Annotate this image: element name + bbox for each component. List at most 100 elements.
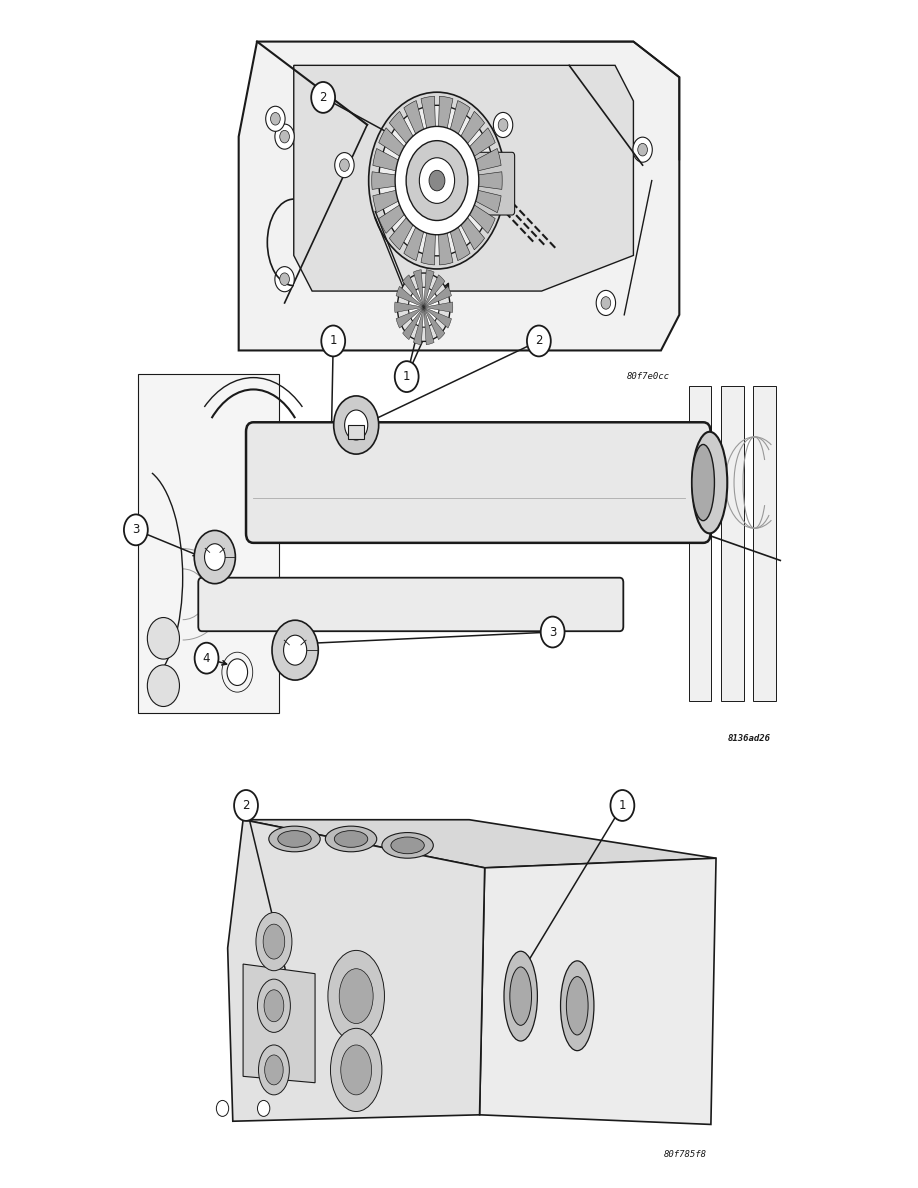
Wedge shape [373,181,437,213]
Wedge shape [372,172,437,189]
Ellipse shape [340,968,373,1024]
Text: 1: 1 [403,371,410,383]
Ellipse shape [257,979,290,1032]
Circle shape [334,396,379,454]
Ellipse shape [264,1055,283,1085]
Wedge shape [396,308,424,328]
Ellipse shape [504,952,537,1041]
Wedge shape [437,148,501,181]
Circle shape [638,144,647,156]
Wedge shape [379,128,437,181]
Wedge shape [424,308,445,340]
Circle shape [280,131,289,143]
Wedge shape [404,181,437,260]
Ellipse shape [561,961,594,1050]
Ellipse shape [264,990,284,1022]
Ellipse shape [509,967,532,1025]
Wedge shape [437,101,470,181]
Wedge shape [421,96,437,181]
Text: 2: 2 [319,91,327,103]
Ellipse shape [341,1045,372,1095]
Circle shape [397,273,450,341]
Wedge shape [421,181,437,265]
Ellipse shape [334,830,368,847]
Wedge shape [437,96,453,181]
FancyBboxPatch shape [721,386,744,701]
Wedge shape [404,101,437,181]
FancyBboxPatch shape [469,152,515,215]
FancyBboxPatch shape [246,422,711,543]
Circle shape [335,152,354,178]
Polygon shape [243,820,716,867]
Circle shape [541,617,565,647]
FancyBboxPatch shape [239,42,679,350]
Ellipse shape [325,826,376,852]
Text: 4: 4 [203,652,210,664]
Circle shape [610,790,634,821]
Circle shape [395,126,479,235]
Ellipse shape [328,950,385,1042]
Circle shape [257,1100,270,1117]
Circle shape [147,665,180,707]
Circle shape [205,544,225,570]
Circle shape [406,140,468,221]
Wedge shape [437,181,485,249]
Wedge shape [396,286,424,308]
Wedge shape [424,302,453,312]
Ellipse shape [382,833,433,858]
Wedge shape [389,181,437,249]
Circle shape [265,106,285,132]
Wedge shape [437,181,470,260]
Ellipse shape [278,830,311,847]
Text: 1: 1 [619,800,626,811]
Wedge shape [403,308,424,340]
Wedge shape [424,274,445,308]
Circle shape [498,119,508,131]
Ellipse shape [256,912,292,971]
Circle shape [633,137,653,163]
Ellipse shape [269,826,320,852]
Wedge shape [437,172,502,189]
Circle shape [234,790,258,821]
Ellipse shape [391,838,424,854]
Circle shape [596,290,616,316]
Wedge shape [437,181,495,233]
Circle shape [395,361,419,392]
FancyBboxPatch shape [753,386,776,701]
Wedge shape [437,181,453,265]
Circle shape [420,158,454,203]
Circle shape [271,113,280,125]
Circle shape [217,1100,229,1117]
Text: 80f785f8: 80f785f8 [664,1150,707,1159]
Polygon shape [479,858,716,1124]
Polygon shape [239,42,679,350]
Circle shape [409,287,439,327]
Wedge shape [424,286,452,308]
Text: 3: 3 [132,524,140,536]
Circle shape [379,106,495,255]
FancyBboxPatch shape [688,386,711,701]
Wedge shape [424,308,434,345]
Wedge shape [424,308,452,328]
Circle shape [272,620,319,680]
Polygon shape [228,820,485,1121]
Wedge shape [437,112,485,181]
Circle shape [527,326,551,356]
Circle shape [493,113,513,138]
Circle shape [274,124,295,150]
Ellipse shape [566,977,588,1035]
Polygon shape [243,965,315,1082]
Circle shape [429,170,445,191]
Circle shape [284,636,307,665]
Wedge shape [379,181,437,233]
Wedge shape [395,302,424,312]
Wedge shape [373,148,437,181]
Circle shape [195,643,218,674]
Circle shape [147,618,180,659]
Text: 80f7e0cc: 80f7e0cc [627,372,670,381]
Ellipse shape [692,431,727,533]
Circle shape [124,514,148,545]
Wedge shape [437,128,495,181]
Circle shape [227,659,248,685]
Wedge shape [424,270,434,308]
